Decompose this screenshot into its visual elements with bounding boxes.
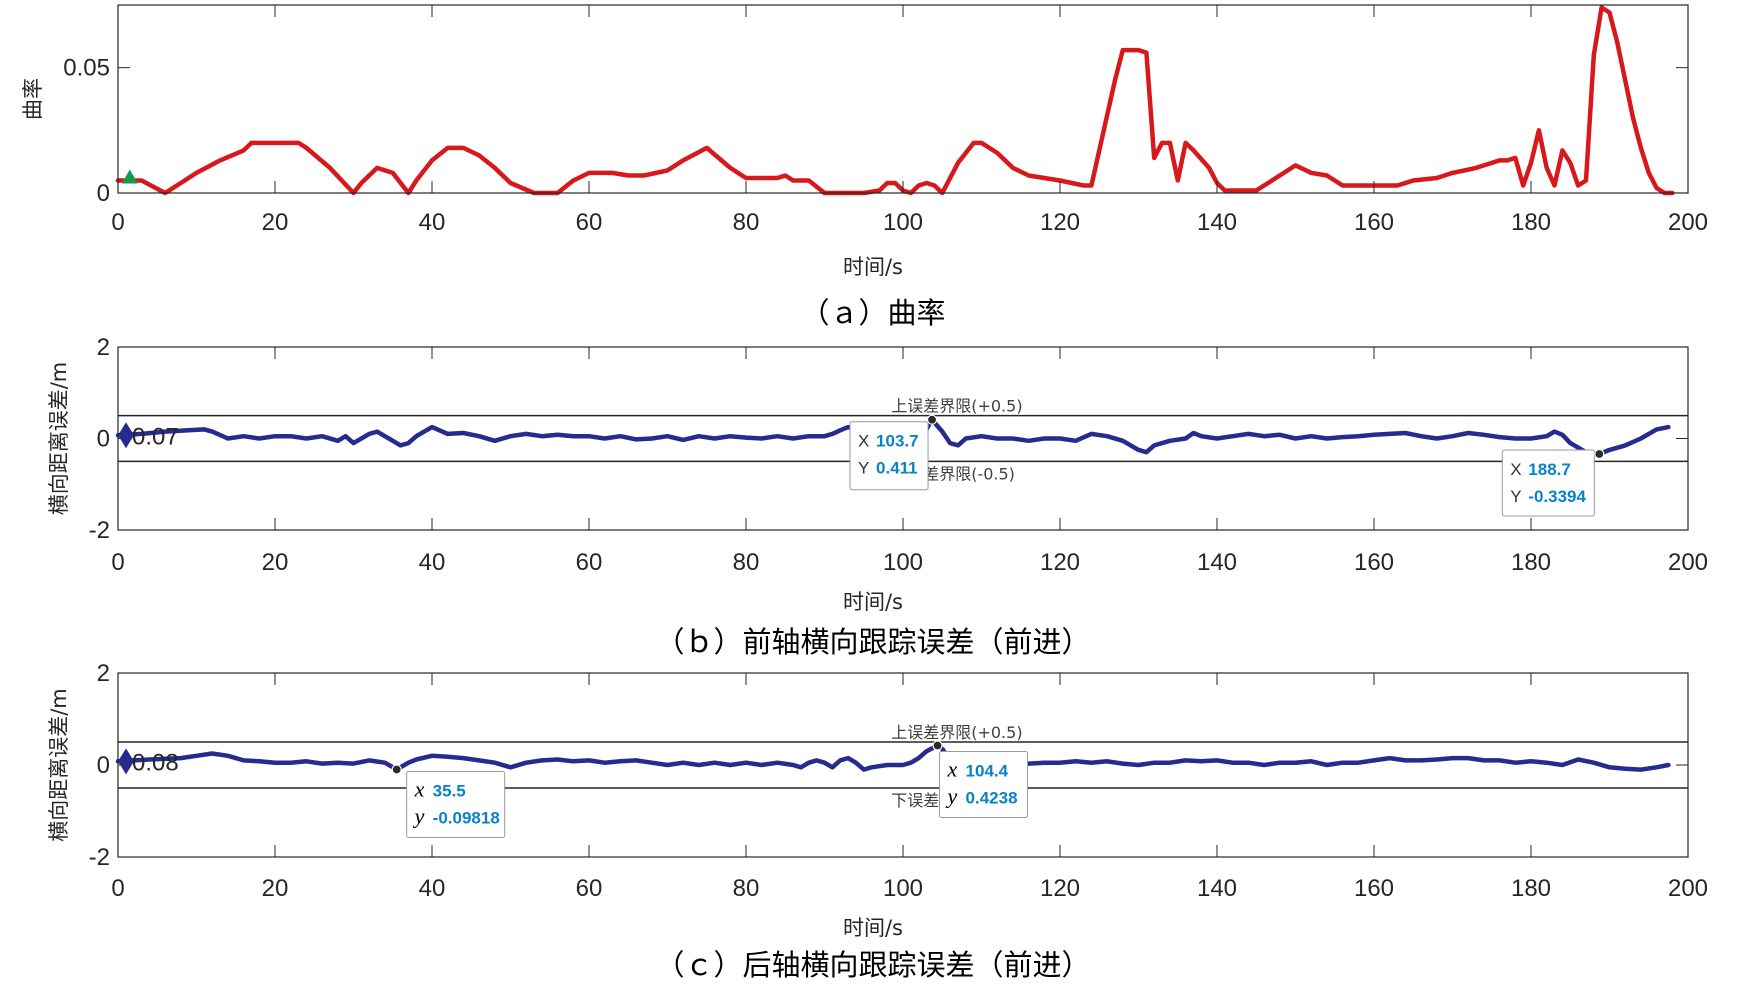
y-tick-label: -2	[89, 844, 110, 871]
datatip-y-key: y	[413, 804, 425, 829]
x-tick-label: 40	[419, 875, 446, 902]
start-value-label: 0.07	[132, 423, 179, 450]
x-tick-label: 160	[1354, 875, 1394, 902]
x-tick-label: 40	[419, 209, 446, 236]
y-tick-label: 0	[97, 426, 110, 453]
datatip-point[interactable]	[926, 414, 938, 425]
x-tick-label: 100	[883, 209, 923, 236]
start-diamond	[118, 748, 134, 775]
datatip-box	[1501, 449, 1595, 517]
datatip-y-value: -0.09818	[433, 809, 500, 828]
x-tick-label: 60	[576, 209, 603, 236]
x-tick-label: 120	[1040, 875, 1080, 902]
datatip-y-value: 0.411	[876, 459, 918, 478]
x-tick-label: 120	[1040, 549, 1080, 576]
x-tick-label: 80	[733, 875, 760, 902]
chart-panel-1: 上误差界限(+0.5)下误差界限(-0.5)0 20 40 60 80 100 120 140…	[47, 334, 1708, 659]
axes-frame	[117, 4, 1689, 194]
y-tick-label: 0	[97, 752, 110, 779]
datatip-box	[849, 421, 929, 491]
start-value-label: 0.08	[132, 749, 179, 776]
panel-caption: （ｂ）前轴横向跟踪误差（前进）	[655, 625, 1090, 659]
x-tick-label: 0	[111, 549, 124, 576]
datatip-x-key: x	[414, 777, 425, 802]
y-tick-label: 0	[97, 180, 110, 207]
x-tick-label: 160	[1354, 549, 1394, 576]
x-tick-label: 180	[1511, 549, 1551, 576]
y-axis-label: 横向距离误差/m	[47, 362, 71, 516]
datatip-y-key: y	[946, 784, 958, 809]
start-diamond	[118, 422, 134, 449]
y-tick-label: 2	[97, 334, 110, 361]
upper-limit-label: 上误差界限(+0.5)	[891, 723, 1022, 742]
x-axis-label: 时间/s	[843, 590, 903, 614]
x-tick-label: 160	[1354, 209, 1394, 236]
y-axis-label: 曲率	[21, 78, 45, 120]
y-tick-label: 2	[97, 660, 110, 687]
y-tick-label: 0.05	[63, 55, 110, 82]
series-line-0	[115, 5, 1675, 196]
datatip-x-value: 103.7	[876, 432, 919, 451]
x-tick-label: 60	[576, 549, 603, 576]
datatip-x-key: x	[947, 757, 958, 782]
y-tick-label: -2	[89, 517, 110, 544]
x-tick-label: 140	[1197, 209, 1237, 236]
x-axis-label: 时间/s	[843, 916, 903, 940]
datatip-y-key: Y	[1510, 487, 1521, 506]
x-axis-label: 时间/s	[843, 255, 903, 279]
datatip-box	[406, 771, 506, 839]
x-tick-label: 0	[111, 209, 124, 236]
x-tick-label: 60	[576, 875, 603, 902]
x-tick-label: 140	[1197, 549, 1237, 576]
datatip-0[interactable]: x 35.5 y -0.09818	[391, 764, 506, 839]
datatip-0[interactable]: X 103.7 Y 0.411	[849, 414, 938, 491]
chart-panel-0: 0 20 40 60 80 100 120 140 160 180 200 0 0.05 时间/s 曲率 （ａ…	[21, 4, 1708, 330]
datatip-1[interactable]: X 188.7 Y -0.3394	[1501, 448, 1605, 517]
x-tick-label: 80	[733, 209, 760, 236]
x-tick-label: 200	[1668, 549, 1708, 576]
x-tick-label: 100	[883, 875, 923, 902]
chart-panel-2: 上误差界限(+0.5)下误差界限(-0.5)020406080100120140…	[47, 660, 1708, 982]
series-line-0	[115, 743, 1671, 772]
y-axis-label: 横向距离误差/m	[47, 688, 71, 842]
datatip-x-key: X	[858, 432, 869, 451]
datatip-point[interactable]	[1594, 448, 1605, 460]
start-marker	[121, 169, 138, 184]
panel-caption: （ｃ）后轴横向跟踪误差（前进）	[655, 948, 1090, 982]
x-tick-label: 140	[1197, 875, 1237, 902]
datatip-box	[939, 751, 1029, 819]
x-tick-label: 100	[883, 549, 923, 576]
datatip-x-key: X	[1510, 460, 1521, 479]
panel-caption: （ａ）曲率	[800, 296, 945, 330]
x-tick-label: 120	[1040, 209, 1080, 236]
x-tick-label: 20	[262, 875, 289, 902]
datatip-x-value: 188.7	[1528, 460, 1571, 479]
datatip-point[interactable]	[932, 740, 943, 751]
upper-limit-label: 上误差界限(+0.5)	[891, 397, 1022, 416]
x-tick-label: 20	[262, 549, 289, 576]
x-tick-label: 180	[1511, 875, 1551, 902]
datatip-point[interactable]	[391, 764, 402, 775]
x-tick-label: 0	[111, 875, 124, 902]
datatip-y-key: Y	[858, 459, 869, 478]
x-tick-label: 180	[1511, 209, 1551, 236]
datatip-y-value: 0.4238	[966, 789, 1018, 808]
x-tick-label: 20	[262, 209, 289, 236]
datatip-y-value: -0.3394	[1528, 487, 1586, 506]
datatip-x-value: 104.4	[966, 762, 1009, 781]
x-tick-label: 200	[1668, 875, 1708, 902]
x-tick-label: 40	[419, 549, 446, 576]
x-tick-label: 200	[1668, 209, 1708, 236]
x-tick-label: 80	[733, 549, 760, 576]
datatip-x-value: 35.5	[433, 782, 466, 801]
datatip-1[interactable]: x 104.4 y 0.4238	[932, 740, 1029, 819]
